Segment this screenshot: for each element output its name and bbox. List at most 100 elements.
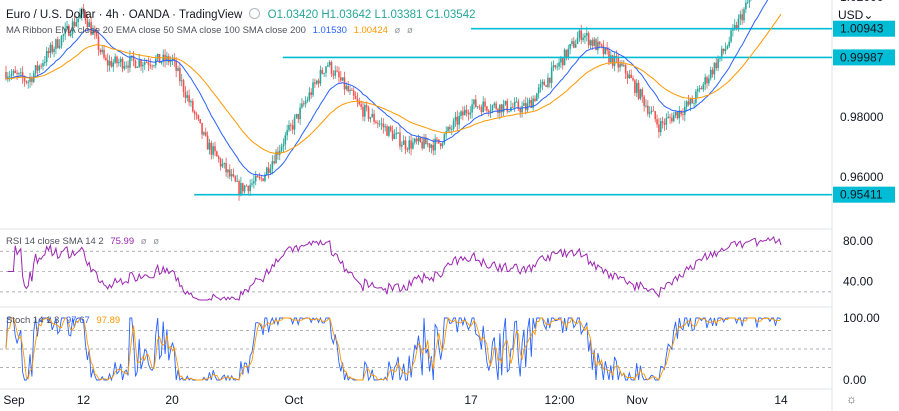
candle-body (306, 99, 309, 102)
candle-body (264, 174, 266, 181)
candle-body (314, 82, 316, 84)
candle-body (338, 71, 340, 78)
candle-body (12, 70, 15, 74)
candle-body (71, 21, 74, 34)
candle-body (290, 124, 292, 126)
candle-body (561, 58, 564, 66)
candle-body (593, 39, 595, 46)
candle-body (502, 104, 505, 113)
candle-body (56, 39, 59, 48)
price-tick-label: 1.02000 (840, 0, 884, 4)
candle-body (221, 163, 224, 167)
candle-body (38, 65, 41, 71)
candle-body (45, 50, 48, 62)
candle-body (730, 30, 732, 42)
candle-body (175, 60, 177, 71)
candle-body (364, 105, 366, 117)
symbol-title[interactable]: Euro / U.S. Dollar · 4h · OANDA · Tradin… (6, 9, 243, 21)
candle-body (125, 65, 128, 67)
candle-body (469, 112, 472, 115)
candle-body (195, 113, 198, 116)
candle-body (665, 118, 668, 125)
candle-body (188, 95, 190, 103)
candle-body (158, 53, 161, 64)
candle-body (373, 113, 375, 122)
candle-body (473, 99, 475, 105)
candle-body (658, 124, 660, 133)
rsi-pane[interactable]: 80.00 40.00 (0, 234, 873, 301)
horizontal-levels[interactable] (194, 27, 832, 196)
candle-body (512, 107, 514, 108)
candle-body (680, 110, 682, 115)
stoch-k-line (5, 316, 782, 382)
candle-body (301, 103, 303, 108)
candle-body (51, 44, 54, 53)
candle-body (526, 103, 529, 111)
candle-body (493, 103, 496, 106)
price-axis[interactable]: 1.02000 0.98000 0.96000 1.00943 0.99987 0.954… (833, 0, 895, 203)
candle-body (698, 88, 701, 90)
candle-body (365, 105, 368, 108)
candle-body (717, 58, 719, 69)
candle-body (216, 151, 218, 157)
candle-body (34, 65, 37, 74)
stoch-pane[interactable]: 100.00 0.00 (0, 311, 880, 387)
time-tick-label: 12:00 (545, 393, 575, 407)
candle-body (452, 120, 455, 129)
ma-ribbon-legend[interactable]: MA Ribbon EMA close 20 EMA close 50 SMA … (6, 25, 417, 36)
candle-body (741, 14, 743, 21)
rsi-legend[interactable]: RSI 14 close SMA 14 2 75.99 ø ø (6, 236, 163, 247)
candle-body (327, 65, 329, 67)
candle-body (177, 68, 179, 71)
time-tick-label: Sep (3, 393, 25, 407)
currency-selector[interactable]: USD⌄ (838, 8, 874, 22)
candle-body (715, 62, 718, 69)
stoch-tick-label: 0.00 (843, 373, 867, 387)
candle-body (362, 106, 364, 117)
chart-header: Euro / U.S. Dollar · 4h · OANDA · Tradin… (6, 8, 480, 21)
candle-body (375, 121, 377, 124)
stoch-d-line (5, 316, 782, 381)
candle-body (291, 125, 294, 130)
candle-body (595, 39, 597, 51)
stoch-k-value: 97.67 (66, 315, 90, 326)
candle-body (10, 73, 13, 76)
candle-body (578, 30, 581, 38)
candle-body (415, 138, 418, 142)
candle-body (656, 119, 658, 125)
candle-body (632, 78, 634, 81)
candle-body (18, 73, 20, 75)
candle-body (537, 87, 540, 94)
stoch-legend[interactable]: Stoch 14 1 3 97.67 97.89 (6, 315, 124, 326)
settings-gear-icon[interactable]: ☼ (846, 392, 857, 406)
candle-body (541, 81, 544, 84)
candle-body (95, 32, 98, 37)
candle-body (639, 89, 642, 99)
candle-body (230, 174, 233, 177)
candle-body (60, 36, 63, 46)
candle-body (349, 89, 351, 92)
candle-body (647, 105, 649, 114)
candle-body (382, 123, 385, 128)
candle-body (687, 101, 690, 105)
candle-body (153, 65, 155, 67)
candle-body (584, 35, 586, 38)
candle-body (560, 58, 562, 63)
candle-body (186, 95, 189, 98)
candle-body (484, 101, 486, 107)
time-axis[interactable]: Sep 12 20 Oct 17 12:00 Nov 14 (3, 393, 788, 407)
candle-body (693, 102, 695, 104)
candle-body (203, 132, 205, 135)
candle-body (251, 183, 253, 185)
candle-body (628, 74, 631, 79)
candle-body (735, 24, 738, 30)
candle-body (425, 137, 427, 145)
candle-body (140, 60, 142, 67)
time-tick-label: Nov (626, 393, 647, 407)
candle-body (613, 56, 616, 66)
candle-body (302, 103, 305, 105)
candle-body (460, 111, 462, 117)
candle-body (116, 56, 118, 64)
candle-body (700, 88, 703, 90)
